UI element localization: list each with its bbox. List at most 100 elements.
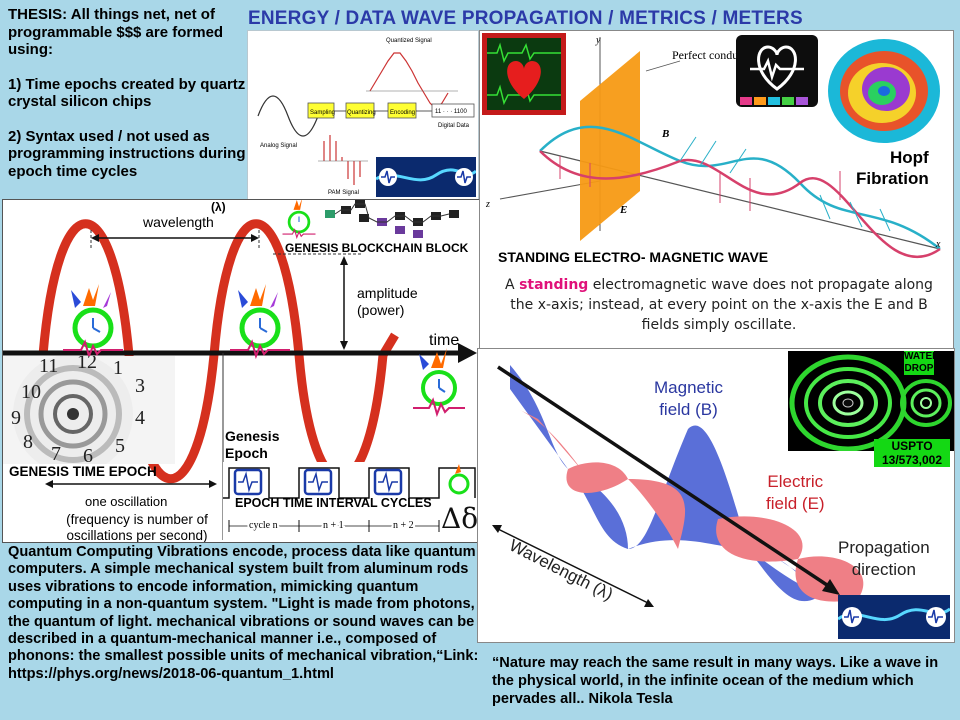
clock-numbers: 11 12 1 10 987 6 54 3 [11, 356, 145, 464]
cycle-monitor-icon [373, 468, 403, 496]
digital-data-box [431, 103, 475, 118]
em-wave-monitor-thumbnail [838, 595, 950, 639]
water-drop-svg [789, 354, 952, 452]
genesis-time-label: GENESIS TIME EPOCH [9, 464, 157, 479]
heart-monitor-svg [487, 38, 561, 110]
electric-field-vectors [559, 156, 841, 211]
clock-icon [230, 284, 290, 360]
pam-signal-bars [323, 135, 361, 185]
perfect-conductor-plane [580, 51, 640, 241]
epoch-cycles-label: EPOCH TIME INTERVAL CYCLES [235, 496, 432, 510]
cycle-label: cycle n [249, 520, 278, 531]
encoding-step-box [387, 102, 417, 119]
wave-monitor-thumbnail [376, 157, 476, 197]
amplitude-label: amplitude [357, 285, 418, 301]
em-wavelength-label: Wavelength (λ) [506, 536, 616, 605]
epoch-cycles: cycle n n + 1 n + 2 EPOCH TIME INTERVAL … [223, 462, 479, 542]
spiral-clock-image: 11 12 1 10 987 6 54 3 [3, 356, 175, 464]
encoding-step-label: Encoding [390, 110, 415, 116]
analog-signal-label: Analog Signal [260, 143, 297, 149]
standing-desc-part2: electromagnetic wave does not propagate … [510, 277, 933, 333]
quantizing-step-box [345, 102, 375, 119]
epoch-cycles-svg: cycle n n + 1 n + 2 [223, 464, 476, 533]
monitor-left-icon [842, 607, 862, 627]
clock-number: 10 [21, 381, 41, 403]
vector-b-label: B [661, 128, 669, 140]
thesis-block: THESIS: All things net, net of programma… [8, 6, 246, 180]
frequency-label: (frequency is number of oscillations per… [66, 512, 208, 543]
sampling-diagram-svg: Quantized Signal Analog Signal Sampling … [257, 38, 475, 196]
pam-signal-label: PAM Signal [328, 190, 359, 196]
sampling-step-label: Sampling [310, 110, 335, 116]
propagation-axis [497, 365, 831, 589]
heartbeat-app-svg [740, 45, 808, 105]
thesis-heading: THESIS: All things net, net of programma… [8, 6, 224, 58]
magnetic-lobe [510, 365, 568, 469]
oscillation-label: one oscillation [85, 494, 167, 509]
clock-number: 7 [51, 443, 61, 464]
power-label: (power) [357, 302, 404, 318]
standing-desc-part1: A [505, 277, 520, 293]
heartbeat-app-icon [736, 35, 818, 107]
conductor-label: Perfect conductor [672, 48, 757, 62]
axis-x-label: x [935, 239, 941, 250]
wave-diagram: (λ) wavelength GENESIS BLOCKCHAIN BLOCK … [2, 199, 480, 543]
cycle-label: n + 2 [393, 520, 414, 531]
quantized-signal-label: Quantized Signal [386, 38, 432, 44]
electric-field-label: Electric field (E) [766, 472, 825, 513]
standing-wave-heading: STANDING ELECTRO- MAGNETIC WAVE [498, 249, 769, 265]
time-label: time [429, 332, 459, 349]
quantized-signal-wave [369, 52, 449, 110]
wavelength-label: wavelength [142, 214, 214, 230]
electric-lobe [628, 479, 686, 549]
quantizing-step-label: Quantizing [347, 110, 376, 116]
thesis-point-2: 2) Syntax used / not used as programming… [8, 127, 246, 180]
clock-number: 6 [83, 445, 93, 464]
sampling-step-box [307, 102, 335, 119]
standing-desc-highlight: standing [519, 277, 589, 293]
magnetic-lobe [628, 425, 748, 549]
thesis-point-1: 1) Time epochs created by quartz crystal… [8, 75, 246, 111]
digital-data-label: Digital Data [438, 123, 470, 129]
standing-wave-svg: Perfect conductor y z x B E [485, 35, 941, 259]
sampling-diagram: Quantized Signal Analog Signal Sampling … [247, 30, 479, 200]
vector-e-label: E [619, 204, 627, 216]
blockchain-label: GENESIS BLOCKCHAIN BLOCK [285, 241, 469, 255]
em-wavelength-arrow [497, 528, 651, 605]
tesla-quote: “Nature may reach the same result in man… [492, 655, 939, 707]
clock-icon [413, 348, 465, 418]
quantum-computing-text: Quantum Computing Vibrations encode, pro… [8, 544, 479, 682]
standing-wave-description: A standing electromagnetic wave does not… [496, 275, 942, 335]
genesis-epoch-label: Genesis Epoch [225, 428, 280, 461]
time-axis-arrow [458, 343, 477, 363]
page-title: ENERGY / DATA WAVE PROPAGATION / METRICS… [248, 8, 803, 29]
wave-diagram-svg: (λ) wavelength GENESIS BLOCKCHAIN BLOCK … [3, 200, 477, 540]
clock-number: 11 [39, 356, 58, 377]
clock-number: 12 [77, 356, 97, 373]
clock-number: 8 [23, 431, 33, 453]
clock-number: 4 [135, 407, 145, 429]
axis-y-label: y [595, 35, 601, 46]
clock-number: 5 [115, 435, 125, 457]
cycle-label: n + 1 [323, 520, 344, 531]
heart-monitor-icon [482, 33, 566, 115]
analog-signal-wave [257, 95, 319, 137]
uspto-badge: USPTO 13/573,002 [874, 439, 950, 467]
cycle-monitor-icon [233, 468, 263, 496]
delta-symbol: Δδ [441, 502, 479, 535]
binary-value: 11 · · · 1100 [435, 109, 467, 115]
em-wave-panel: Wavelength (λ) Magnetic field (B) Electr… [477, 348, 955, 643]
axis-z-label: z [485, 199, 490, 210]
cycle-clock-icon [448, 464, 470, 495]
standing-electric-wave [539, 150, 941, 259]
standing-wave-panel: Perfect conductor y z x B E [479, 30, 954, 349]
clock-icon [282, 200, 316, 240]
blockchain-chain-icon [325, 200, 459, 238]
clock-icon [63, 284, 123, 360]
magnetic-lobe [748, 549, 828, 602]
hopf-fibration-svg [828, 39, 940, 143]
lambda-label: (λ) [211, 200, 226, 214]
magnetic-field-label: Magnetic field (B) [654, 378, 723, 419]
propagation-arrow [822, 579, 840, 595]
em-wave-svg: Wavelength (λ) [492, 365, 864, 607]
